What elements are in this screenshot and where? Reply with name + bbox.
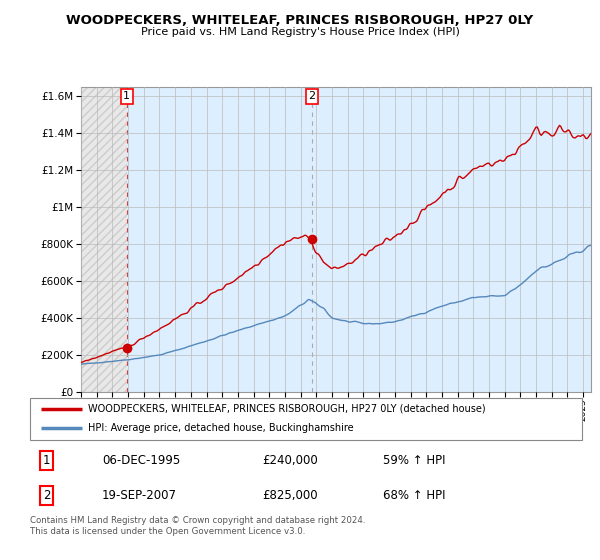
Text: 06-DEC-1995: 06-DEC-1995 <box>102 454 180 467</box>
Text: 68% ↑ HPI: 68% ↑ HPI <box>383 489 446 502</box>
Text: HPI: Average price, detached house, Buckinghamshire: HPI: Average price, detached house, Buck… <box>88 423 353 433</box>
Text: 2: 2 <box>43 489 50 502</box>
Text: 2: 2 <box>308 91 316 101</box>
FancyBboxPatch shape <box>30 398 582 440</box>
Text: 19-SEP-2007: 19-SEP-2007 <box>102 489 177 502</box>
Text: 1: 1 <box>124 91 130 101</box>
Text: £240,000: £240,000 <box>262 454 317 467</box>
Text: 1: 1 <box>43 454 50 467</box>
Text: Price paid vs. HM Land Registry's House Price Index (HPI): Price paid vs. HM Land Registry's House … <box>140 27 460 37</box>
Text: Contains HM Land Registry data © Crown copyright and database right 2024.
This d: Contains HM Land Registry data © Crown c… <box>30 516 365 536</box>
Text: £825,000: £825,000 <box>262 489 317 502</box>
Bar <box>81 87 127 392</box>
Text: WOODPECKERS, WHITELEAF, PRINCES RISBOROUGH, HP27 0LY (detached house): WOODPECKERS, WHITELEAF, PRINCES RISBOROU… <box>88 404 485 414</box>
Text: 59% ↑ HPI: 59% ↑ HPI <box>383 454 446 467</box>
Text: WOODPECKERS, WHITELEAF, PRINCES RISBOROUGH, HP27 0LY: WOODPECKERS, WHITELEAF, PRINCES RISBOROU… <box>67 14 533 27</box>
